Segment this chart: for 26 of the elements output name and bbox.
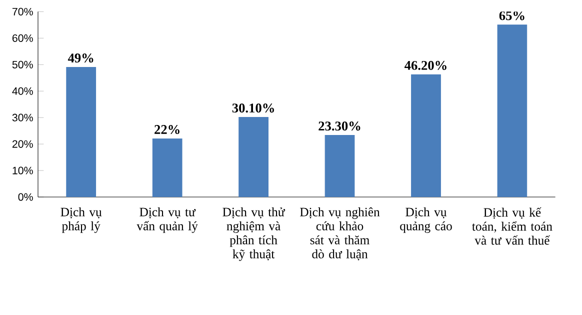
y-tick-label: 10% — [12, 166, 33, 174]
data-label: 49% — [68, 54, 94, 63]
y-tick-label: 70% — [12, 8, 33, 16]
x-tick-label: Dịch vụ quảng cáo — [400, 207, 452, 233]
data-label: 23.30% — [318, 122, 360, 131]
x-tick-label: Dịch vụ kế toán, kiểm toán và tư vấn thuế — [472, 207, 552, 245]
y-tick-label: 40% — [12, 87, 33, 95]
data-label: 22% — [154, 125, 180, 134]
y-tick-label: 30% — [12, 114, 33, 122]
data-label: 65% — [499, 11, 524, 20]
bar — [66, 67, 96, 197]
x-tick-label: Dịch vụ thử nghiệm và phân tích kỹ thuật — [222, 207, 286, 261]
x-tick-label: Dịch vụ nghiên cứu khảo sát và thăm dò dư luận — [300, 207, 380, 260]
x-tick-label: Dịch vụ pháp lý — [60, 207, 102, 233]
y-tick-label: 0% — [18, 193, 33, 201]
bar — [411, 74, 441, 197]
data-label: 46.20% — [404, 60, 446, 70]
y-tick-label: 20% — [12, 140, 33, 148]
y-tick-label: 60% — [12, 34, 33, 42]
bar — [238, 117, 268, 197]
bar — [497, 24, 528, 197]
bar — [324, 135, 355, 197]
x-tick-label: Dịch vụ tư vấn quản lý — [136, 207, 198, 233]
bar — [152, 138, 182, 197]
data-label: 30.10% — [232, 104, 274, 113]
y-tick-label: 50% — [12, 60, 33, 68]
